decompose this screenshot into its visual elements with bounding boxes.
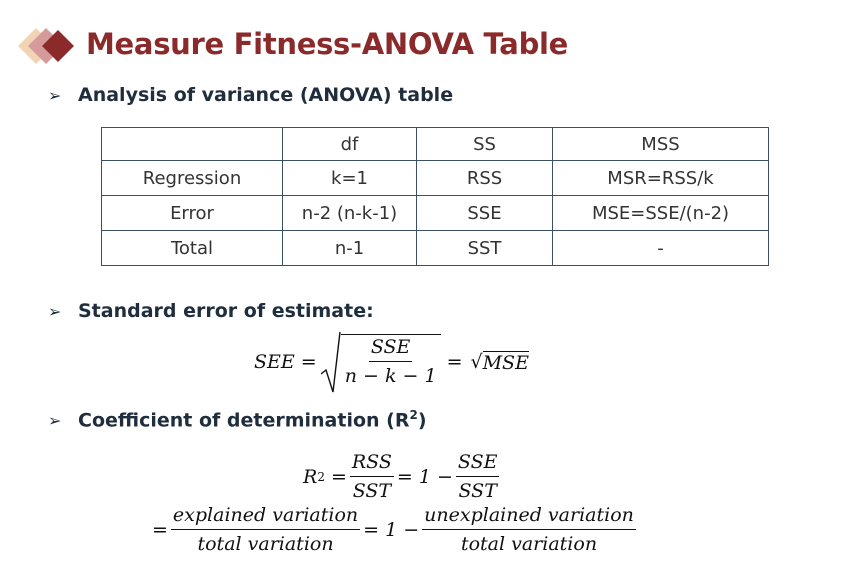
bullet-coefficient: ➢ Coefficient of determination (R2) (48, 408, 427, 431)
r2-lhs: R (303, 465, 318, 488)
bullet-r2-suffix: ) (417, 409, 427, 432)
see-fraction: SSE n − k − 1 (340, 334, 441, 388)
line3-numerator-1: explained variation (170, 503, 361, 530)
table-row: Total n-1 SST - (101, 230, 769, 266)
line3-numerator-2: unexplained variation (422, 503, 636, 530)
table-header-cell: df (282, 127, 417, 161)
table-cell: MSR=RSS/k (552, 160, 769, 196)
radical-sign-icon (320, 331, 341, 393)
r2-variation-formula: = explained variation total variation = … (152, 503, 639, 556)
r2-lhs-sup: 2 (317, 469, 325, 484)
table-header-cell: SS (416, 127, 553, 161)
bullet-standard-error: ➢ Standard error of estimate: (48, 300, 374, 322)
line3-denominator-1: total variation (197, 533, 334, 555)
table-cell: k=1 (282, 160, 417, 196)
bullet-r2-label: Coefficient of determination (R (78, 409, 410, 432)
page-title: Measure Fitness-ANOVA Table (86, 27, 569, 61)
see-rhs: MSE (482, 350, 529, 374)
arrow-bullet-icon: ➢ (48, 86, 62, 105)
table-header-cell (101, 127, 283, 161)
bullet-r2-sup: 2 (409, 408, 418, 422)
line3-equals: = (152, 518, 168, 541)
table-row: Error n-2 (n-k-1) SSE MSE=SSE/(n-2) (101, 195, 769, 231)
bullet-anova-table: ➢ Analysis of variance (ANOVA) table (48, 84, 453, 106)
table-cell: SSE (416, 195, 553, 231)
table-row: Regression k=1 RSS MSR=RSS/k (101, 160, 769, 196)
r2-denominator-2: SST (458, 480, 497, 502)
table-cell: Total (101, 230, 283, 266)
sqrt-icon: √ (470, 351, 483, 373)
see-equals: = (446, 351, 463, 373)
r2-numerator-2: SSE (455, 450, 500, 477)
see-lhs: SEE = (254, 351, 317, 373)
table-cell: RSS (416, 160, 553, 196)
r2-fraction-2: SSE SST (455, 450, 500, 503)
table-cell: n-2 (n-k-1) (282, 195, 417, 231)
r2-equals: = (330, 465, 347, 488)
line3-denominator-2: total variation (460, 533, 598, 555)
r2-fraction-1: RSS SST (349, 450, 394, 503)
arrow-bullet-icon: ➢ (48, 411, 62, 431)
see-formula: SEE = SSE n − k − 1 = √ MSE (254, 330, 529, 394)
logo-diamonds-icon (18, 28, 74, 64)
line3-equals-2: = 1 − (363, 518, 420, 541)
bullet-see-label: Standard error of estimate: (78, 300, 374, 322)
r2-numerator-1: RSS (349, 450, 394, 477)
arrow-bullet-icon: ➢ (48, 302, 62, 321)
table-cell: SST (416, 230, 553, 266)
table-header-row: df SS MSS (101, 127, 769, 161)
r2-denominator-1: SST (352, 480, 392, 502)
line3-fraction-1: explained variation total variation (170, 503, 361, 556)
table-header-cell: MSS (552, 127, 769, 161)
anova-table: df SS MSS Regression k=1 RSS MSR=RSS/k E… (101, 127, 769, 266)
table-cell: Error (101, 195, 283, 231)
r2-equals-2: = 1 − (396, 465, 453, 488)
line3-fraction-2: unexplained variation total variation (422, 503, 636, 556)
table-cell: - (552, 230, 769, 266)
bullet-anova-label: Analysis of variance (ANOVA) table (78, 84, 454, 106)
table-cell: Regression (101, 160, 283, 196)
table-cell: n-1 (282, 230, 417, 266)
see-denominator: n − k − 1 (344, 365, 437, 387)
see-numerator: SSE (368, 335, 413, 362)
table-cell: MSE=SSE/(n-2) (552, 195, 769, 231)
